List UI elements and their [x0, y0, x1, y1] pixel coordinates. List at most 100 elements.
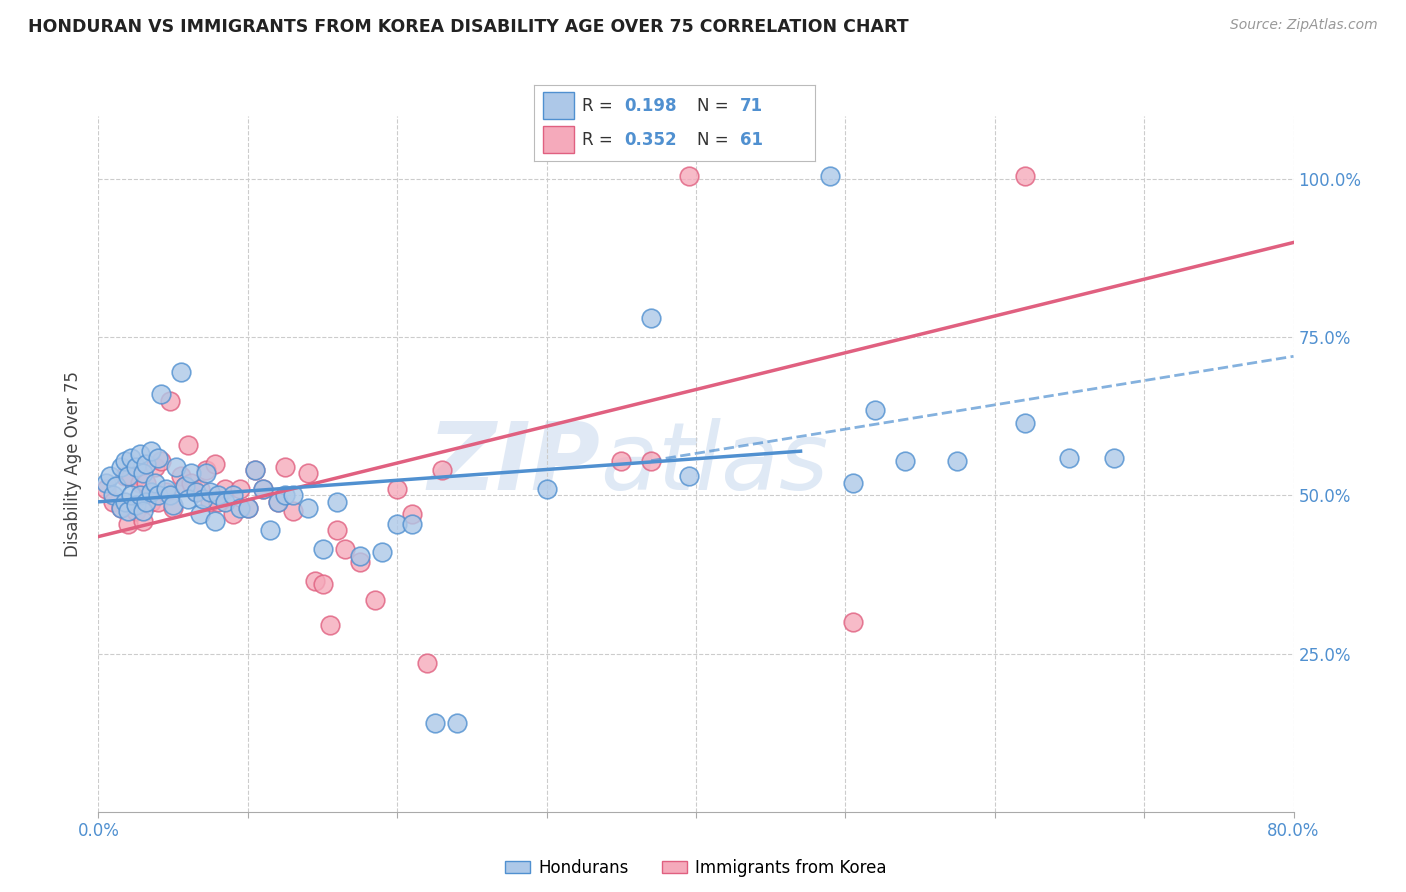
Point	[139, 495, 162, 509]
Bar	[543, 93, 574, 119]
Point	[103, 495, 125, 509]
Point	[326, 495, 349, 509]
Point	[139, 485, 162, 500]
Point	[103, 488, 125, 502]
Point	[259, 523, 281, 537]
Point	[155, 482, 177, 496]
Point	[1059, 450, 1081, 465]
Point	[195, 463, 218, 477]
Point	[150, 387, 173, 401]
Point	[349, 549, 371, 563]
Point	[304, 574, 326, 588]
Point	[150, 453, 173, 467]
Point	[401, 508, 423, 522]
Point	[252, 482, 274, 496]
Point	[252, 482, 274, 496]
Point	[159, 393, 181, 408]
Point	[281, 488, 304, 502]
Point	[148, 495, 170, 509]
Point	[94, 482, 117, 496]
Point	[385, 516, 409, 531]
Point	[416, 656, 439, 670]
Point	[214, 482, 236, 496]
Point	[245, 463, 267, 477]
Point	[267, 495, 290, 509]
Point	[678, 169, 700, 183]
Y-axis label: Disability Age Over 75: Disability Age Over 75	[65, 371, 83, 557]
Point	[132, 504, 155, 518]
Point	[204, 514, 226, 528]
Point	[174, 479, 197, 493]
Point	[222, 488, 245, 502]
Point	[180, 467, 202, 481]
Point	[135, 475, 157, 490]
Point	[191, 491, 214, 506]
Point	[1014, 169, 1036, 183]
Point	[148, 488, 170, 502]
Point	[110, 501, 132, 516]
Point	[117, 504, 139, 518]
Point	[1104, 450, 1126, 465]
Point	[842, 475, 865, 490]
Point	[184, 485, 207, 500]
Point	[148, 450, 170, 465]
Point	[229, 482, 252, 496]
Point	[165, 460, 187, 475]
Point	[129, 447, 152, 461]
Point	[371, 545, 394, 559]
Point	[110, 460, 132, 475]
Point	[311, 577, 333, 591]
Text: 71: 71	[740, 96, 762, 114]
Point	[207, 488, 229, 502]
Point	[430, 463, 453, 477]
Point	[125, 498, 148, 512]
Point	[222, 508, 245, 522]
Point	[274, 488, 297, 502]
Point	[162, 501, 184, 516]
Text: 0.198: 0.198	[624, 96, 676, 114]
Point	[297, 467, 319, 481]
Point	[385, 482, 409, 496]
Point	[236, 501, 259, 516]
Point	[678, 469, 700, 483]
Point	[100, 469, 122, 483]
Point	[281, 504, 304, 518]
Point	[177, 491, 200, 506]
Point	[120, 488, 142, 502]
Point	[236, 501, 259, 516]
Point	[120, 469, 142, 483]
Point	[114, 453, 136, 467]
Point	[135, 495, 157, 509]
Point	[110, 501, 132, 516]
Point	[132, 467, 155, 481]
Point	[117, 469, 139, 483]
Point	[105, 479, 128, 493]
Point	[132, 514, 155, 528]
Point	[200, 485, 222, 500]
Legend: Hondurans, Immigrants from Korea: Hondurans, Immigrants from Korea	[498, 852, 894, 883]
Point	[129, 488, 152, 502]
Point	[204, 457, 226, 471]
Point	[180, 475, 202, 490]
Text: R =: R =	[582, 131, 619, 149]
Point	[297, 501, 319, 516]
Point	[139, 444, 162, 458]
Point	[200, 495, 222, 509]
Point	[188, 508, 211, 522]
Text: N =: N =	[697, 96, 734, 114]
Point	[169, 365, 191, 379]
Point	[174, 479, 197, 493]
Point	[125, 460, 148, 475]
Point	[333, 542, 356, 557]
Text: 0.352: 0.352	[624, 131, 676, 149]
Text: 61: 61	[740, 131, 762, 149]
Point	[94, 475, 117, 490]
Point	[117, 516, 139, 531]
Point	[177, 438, 200, 452]
Point	[120, 450, 142, 465]
Point	[195, 467, 218, 481]
Point	[640, 453, 662, 467]
Text: Source: ZipAtlas.com: Source: ZipAtlas.com	[1230, 18, 1378, 32]
Point	[129, 475, 152, 490]
Text: atlas: atlas	[600, 418, 828, 509]
